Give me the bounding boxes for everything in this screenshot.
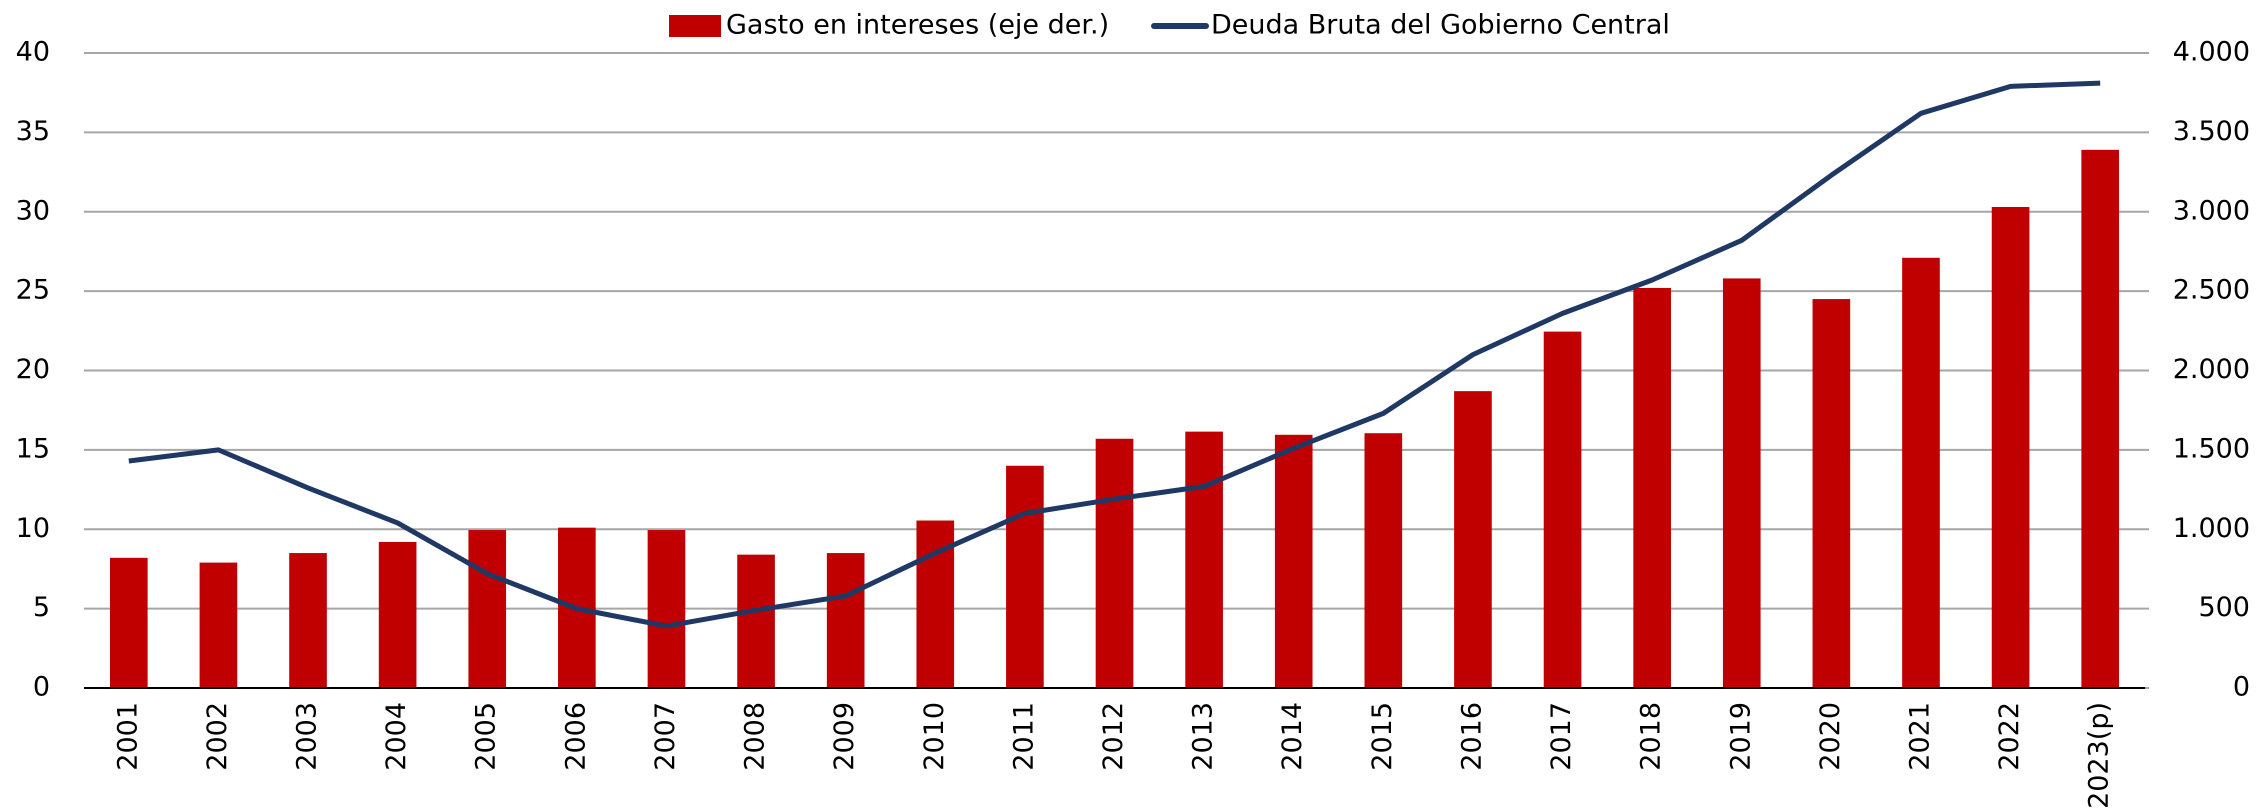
bar	[647, 530, 686, 688]
x-tick-label: 2008	[740, 702, 771, 771]
x-tick-label: 2004	[381, 702, 412, 771]
y2-tick-label: 2.500	[2173, 275, 2250, 306]
x-tick-label: 2019	[1725, 702, 1756, 771]
y-tick-label: 20	[16, 354, 50, 385]
bar	[737, 554, 775, 688]
y-tick-label: 0	[33, 672, 50, 703]
x-tick-label: 2021	[1904, 702, 1935, 771]
y-tick-label: 5	[33, 592, 50, 623]
x-tick-label: 2006	[560, 702, 591, 771]
y2-tick-label: 1.500	[2173, 433, 2250, 464]
y2-tick-label: 3.000	[2173, 195, 2250, 226]
bar	[1902, 257, 1940, 688]
legend-label: Deuda Bruta del Gobierno Central	[1211, 10, 1670, 41]
bar	[468, 530, 507, 688]
x-tick-label: 2013	[1188, 702, 1219, 771]
line	[128, 80, 2101, 629]
bar	[1095, 438, 1134, 688]
y-tick-label: 25	[16, 275, 50, 306]
x-tick-label: 2016	[1456, 702, 1487, 771]
y2-tick-label: 0	[2233, 672, 2250, 703]
bar	[2081, 149, 2120, 688]
bar	[1185, 431, 1223, 688]
y-tick-label: 35	[16, 116, 50, 147]
bar	[1006, 465, 1044, 688]
bar	[1274, 434, 1313, 688]
y2-tick-label: 2.000	[2173, 354, 2250, 385]
bar	[1991, 206, 2030, 689]
bar	[1633, 287, 1671, 688]
bar	[378, 541, 417, 688]
y-tick-label: 30	[16, 195, 50, 226]
bar	[109, 557, 148, 688]
x-tick-label: 2009	[829, 702, 860, 771]
x-tick-label: 2003	[292, 702, 323, 771]
x-tick-label: 2014	[1277, 702, 1308, 771]
x-tick-label: 2022	[1994, 702, 2025, 771]
bar	[199, 562, 238, 688]
bar	[1454, 391, 1492, 688]
x-tick-label: 2015	[1367, 702, 1398, 771]
x-tick-label: 2007	[650, 702, 681, 771]
bar	[1812, 299, 1851, 688]
bar	[289, 553, 327, 688]
x-tick-label: 2023(p)	[2084, 702, 2115, 809]
y2-tick-label: 4.000	[2173, 37, 2250, 68]
y2-tick-label: 3.500	[2173, 116, 2250, 147]
x-tick-label: 2018	[1636, 702, 1667, 771]
y-tick-label: 40	[16, 37, 50, 68]
bar	[1722, 278, 1761, 688]
x-tick-label: 2010	[919, 702, 950, 771]
x-tick-label: 2002	[202, 702, 233, 771]
y-tick-label: 10	[16, 513, 50, 544]
bar	[1364, 433, 1403, 688]
x-tick-label: 2017	[1546, 702, 1577, 771]
bar	[1543, 331, 1582, 688]
x-tick-label: 2012	[1098, 702, 1129, 771]
x-tick-label: 2005	[471, 702, 502, 771]
x-tick-label: 2020	[1815, 702, 1846, 771]
legend-swatch	[669, 15, 721, 37]
x-tick-label: 2011	[1008, 702, 1039, 771]
y2-tick-label: 500	[2198, 592, 2250, 623]
bar	[826, 553, 865, 688]
x-tick-label: 2001	[112, 702, 143, 771]
y2-tick-label: 1.000	[2173, 513, 2250, 544]
legend-label: Gasto en intereses (eje der.)	[726, 10, 1109, 41]
y-tick-label: 15	[16, 433, 50, 464]
